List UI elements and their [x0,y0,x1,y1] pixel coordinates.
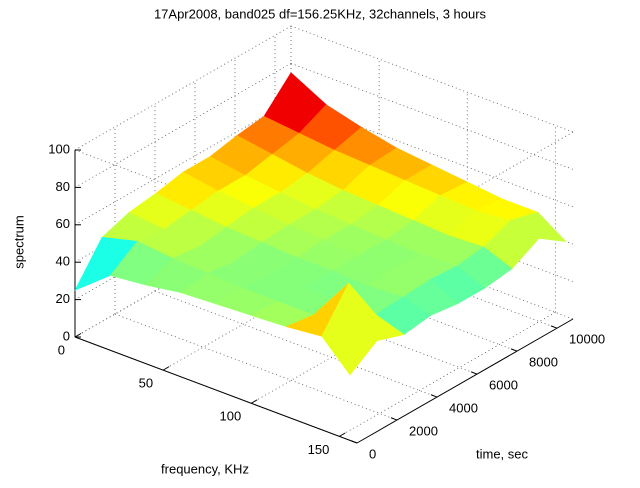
y-tick [390,417,398,421]
y-axis [356,318,574,444]
y-tick [470,371,478,375]
surface-patch [321,282,378,376]
y-tick [430,394,438,398]
grid-line [74,100,292,226]
z-tick-label: 40 [56,254,70,269]
y-axis-label: time, sec [476,446,529,461]
x-tick-label: 0 [58,342,65,357]
z-tick-label: 0 [63,328,70,343]
x-tick [74,333,82,338]
y-tick [550,325,558,329]
x-tick-label: 150 [308,442,330,457]
y-tick-label: 10000 [569,332,605,347]
grid-line [74,25,292,151]
x-tick [162,366,170,371]
x-tick [339,432,346,437]
x-tick-label: 100 [220,409,242,424]
x-tick [250,399,258,404]
x-axis-label: frequency, KHz [161,461,249,476]
chart-title: 17Apr2008, band025 df=156.25KHz, 32chann… [154,6,487,21]
z-tick-label: 100 [48,141,70,156]
y-tick [350,440,358,444]
x-tick-label: 50 [139,376,153,391]
z-tick-label: 80 [56,179,70,194]
z-axis-label: spectrum [11,215,26,268]
x-axis [74,336,358,444]
y-tick-label: 8000 [529,355,558,370]
y-tick-label: 2000 [409,423,438,438]
y-tick-label: 6000 [489,378,518,393]
y-tick-label: 4000 [449,401,478,416]
y-tick-label: 0 [369,446,376,461]
y-tick [510,348,518,352]
z-tick-label: 20 [56,291,70,306]
z-tick-label: 60 [56,216,70,231]
grid-line [339,312,556,437]
grid-line [74,63,292,188]
